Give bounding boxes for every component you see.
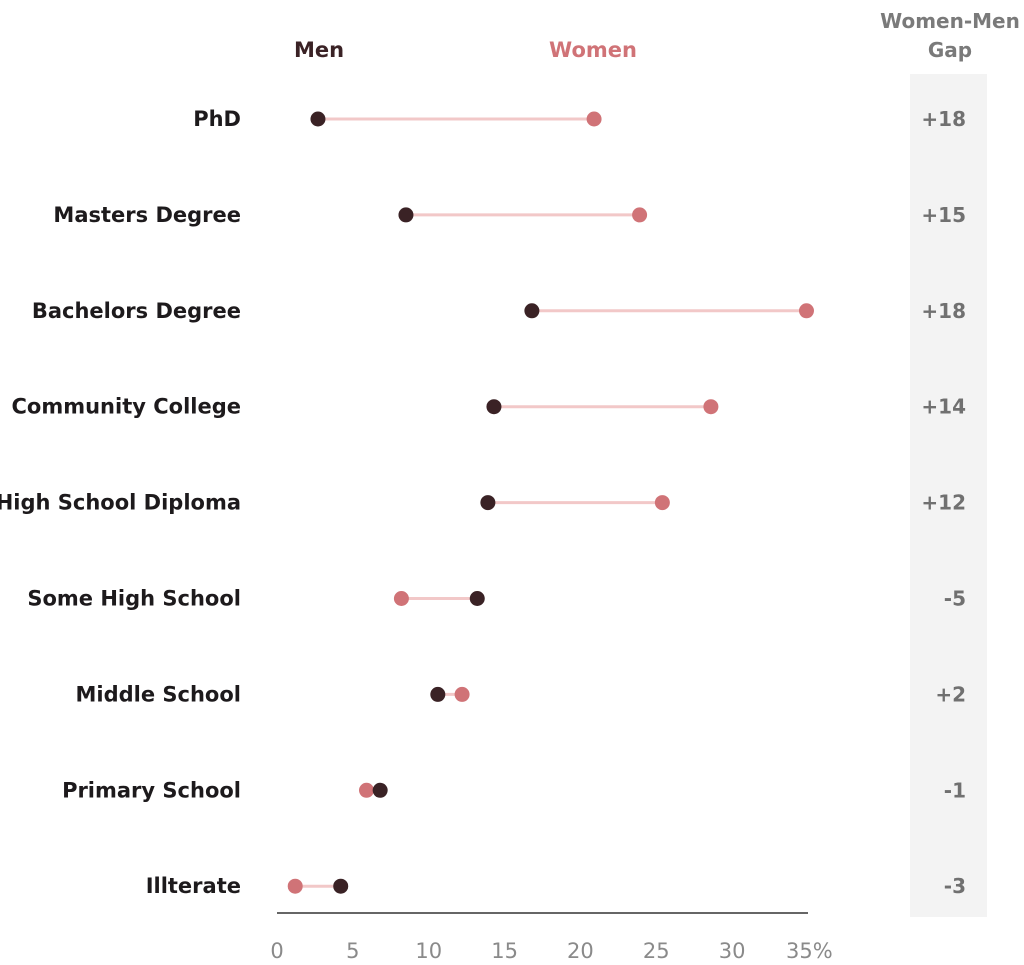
category-label: Illterate <box>146 874 241 898</box>
gap-value: +18 <box>921 299 966 323</box>
gap-value: +12 <box>921 491 966 515</box>
women-point <box>359 782 375 798</box>
legend-men: Men <box>294 38 344 62</box>
category-label: PhD <box>193 107 241 131</box>
chart-rows: PhD +18 Masters Degree +15 Bachelors Degree +… <box>0 107 966 898</box>
category-label: Some High School <box>27 587 241 611</box>
men-point <box>372 782 388 798</box>
women-point <box>798 303 814 319</box>
gap-value: +14 <box>921 395 966 419</box>
category-label: Primary School <box>62 778 241 802</box>
women-point <box>654 495 670 511</box>
gap-value: +15 <box>921 203 966 227</box>
chart-row: Bachelors Degree +18 <box>32 299 966 323</box>
chart-row: Community College +14 <box>12 395 967 419</box>
gap-value: +18 <box>921 107 966 131</box>
gap-value: -5 <box>944 587 966 611</box>
category-label: Middle School <box>76 682 242 706</box>
x-tick-label: 10 <box>415 939 442 963</box>
gap-panel <box>910 74 987 917</box>
chart-row: PhD +18 <box>193 107 966 131</box>
gap-header-line-1: Women-Men <box>880 9 1020 33</box>
women-point <box>287 878 303 894</box>
gap-header-line-2: Gap <box>928 38 972 62</box>
x-tick-label: 35% <box>786 939 833 963</box>
x-tick-label: 20 <box>567 939 594 963</box>
x-tick-label: 15 <box>491 939 518 963</box>
women-point <box>454 686 470 702</box>
gap-value: -1 <box>944 778 966 802</box>
category-label: Community College <box>12 395 242 419</box>
men-point <box>333 878 349 894</box>
gap-value: -3 <box>944 874 966 898</box>
chart-row: Middle School +2 <box>76 682 967 706</box>
chart-row: Masters Degree +15 <box>53 203 966 227</box>
category-label: High School Diploma <box>0 491 241 515</box>
women-point <box>393 591 409 606</box>
category-label: Bachelors Degree <box>32 299 241 323</box>
chart-row: Illterate -3 <box>146 874 966 898</box>
legend-women: Women <box>549 38 637 62</box>
men-point <box>398 207 414 223</box>
men-point <box>480 495 496 511</box>
women-point <box>632 207 648 223</box>
chart-row: Some High School -5 <box>27 587 966 611</box>
women-point <box>703 399 719 415</box>
women-point <box>586 111 602 127</box>
category-label: Masters Degree <box>53 203 241 227</box>
x-tick-label: 0 <box>270 939 283 963</box>
gap-value: +2 <box>935 682 966 706</box>
men-point <box>469 591 485 606</box>
chart-row: Primary School -1 <box>62 778 966 802</box>
x-tick-label: 30 <box>719 939 746 963</box>
chart-row: High School Diploma +12 <box>0 491 966 515</box>
men-point <box>486 399 502 415</box>
x-tick-label: 25 <box>643 939 670 963</box>
x-tick-label: 5 <box>346 939 359 963</box>
x-axis-ticks: 0 5 10 15 20 25 30 35% <box>270 939 832 963</box>
men-point <box>430 686 446 702</box>
men-point <box>524 303 540 319</box>
men-point <box>310 111 326 127</box>
